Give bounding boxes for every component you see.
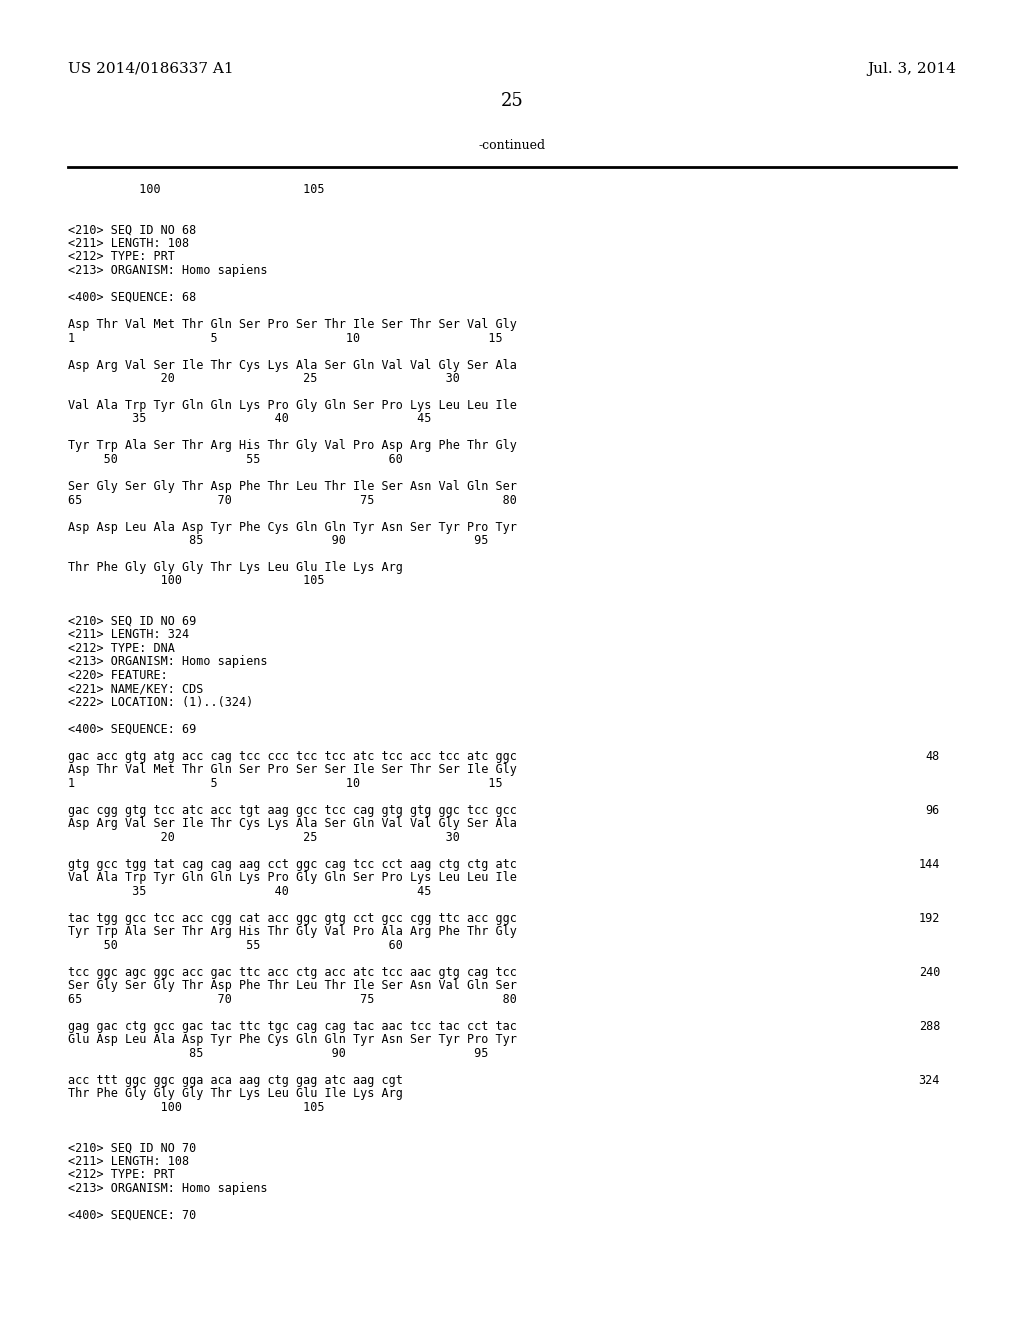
- Text: gtg gcc tgg tat cag cag aag cct ggc cag tcc cct aag ctg ctg atc: gtg gcc tgg tat cag cag aag cct ggc cag …: [68, 858, 517, 871]
- Text: 100                 105: 100 105: [68, 1101, 325, 1114]
- Text: 48: 48: [926, 750, 940, 763]
- Text: <212> TYPE: DNA: <212> TYPE: DNA: [68, 642, 175, 655]
- Text: <211> LENGTH: 108: <211> LENGTH: 108: [68, 238, 189, 249]
- Text: tcc ggc agc ggc acc gac ttc acc ctg acc atc tcc aac gtg cag tcc: tcc ggc agc ggc acc gac ttc acc ctg acc …: [68, 966, 517, 979]
- Text: Glu Asp Leu Ala Asp Tyr Phe Cys Gln Gln Tyr Asn Ser Tyr Pro Tyr: Glu Asp Leu Ala Asp Tyr Phe Cys Gln Gln …: [68, 1034, 517, 1047]
- Text: Asp Thr Val Met Thr Gln Ser Pro Ser Ser Ile Ser Thr Ser Ile Gly: Asp Thr Val Met Thr Gln Ser Pro Ser Ser …: [68, 763, 517, 776]
- Text: tac tgg gcc tcc acc cgg cat acc ggc gtg cct gcc cgg ttc acc ggc: tac tgg gcc tcc acc cgg cat acc ggc gtg …: [68, 912, 517, 925]
- Text: 50                  55                  60: 50 55 60: [68, 939, 402, 952]
- Text: <400> SEQUENCE: 69: <400> SEQUENCE: 69: [68, 723, 197, 737]
- Text: <400> SEQUENCE: 70: <400> SEQUENCE: 70: [68, 1209, 197, 1222]
- Text: gac cgg gtg tcc atc acc tgt aag gcc tcc cag gtg gtg ggc tcc gcc: gac cgg gtg tcc atc acc tgt aag gcc tcc …: [68, 804, 517, 817]
- Text: Val Ala Trp Tyr Gln Gln Lys Pro Gly Gln Ser Pro Lys Leu Leu Ile: Val Ala Trp Tyr Gln Gln Lys Pro Gly Gln …: [68, 399, 517, 412]
- Text: 35                  40                  45: 35 40 45: [68, 412, 431, 425]
- Text: gag gac ctg gcc gac tac ttc tgc cag cag tac aac tcc tac cct tac: gag gac ctg gcc gac tac ttc tgc cag cag …: [68, 1020, 517, 1034]
- Text: <213> ORGANISM: Homo sapiens: <213> ORGANISM: Homo sapiens: [68, 656, 267, 668]
- Text: Thr Phe Gly Gly Gly Thr Lys Leu Glu Ile Lys Arg: Thr Phe Gly Gly Gly Thr Lys Leu Glu Ile …: [68, 1088, 402, 1101]
- Text: <212> TYPE: PRT: <212> TYPE: PRT: [68, 1168, 175, 1181]
- Text: <213> ORGANISM: Homo sapiens: <213> ORGANISM: Homo sapiens: [68, 264, 267, 277]
- Text: 240: 240: [919, 966, 940, 979]
- Text: Asp Thr Val Met Thr Gln Ser Pro Ser Thr Ile Ser Thr Ser Val Gly: Asp Thr Val Met Thr Gln Ser Pro Ser Thr …: [68, 318, 517, 331]
- Text: 1                   5                  10                  15: 1 5 10 15: [68, 331, 503, 345]
- Text: 65                   70                  75                  80: 65 70 75 80: [68, 494, 517, 507]
- Text: 100                 105: 100 105: [68, 574, 325, 587]
- Text: <221> NAME/KEY: CDS: <221> NAME/KEY: CDS: [68, 682, 204, 696]
- Text: 25: 25: [501, 92, 523, 110]
- Text: gac acc gtg atg acc cag tcc ccc tcc tcc atc tcc acc tcc atc ggc: gac acc gtg atg acc cag tcc ccc tcc tcc …: [68, 750, 517, 763]
- Text: Ser Gly Ser Gly Thr Asp Phe Thr Leu Thr Ile Ser Asn Val Gln Ser: Ser Gly Ser Gly Thr Asp Phe Thr Leu Thr …: [68, 480, 517, 492]
- Text: 1                   5                  10                  15: 1 5 10 15: [68, 777, 503, 789]
- Text: <210> SEQ ID NO 70: <210> SEQ ID NO 70: [68, 1142, 197, 1155]
- Text: <220> FEATURE:: <220> FEATURE:: [68, 669, 168, 682]
- Text: Ser Gly Ser Gly Thr Asp Phe Thr Leu Thr Ile Ser Asn Val Gln Ser: Ser Gly Ser Gly Thr Asp Phe Thr Leu Thr …: [68, 979, 517, 993]
- Text: 100                    105: 100 105: [68, 183, 325, 195]
- Text: 20                  25                  30: 20 25 30: [68, 832, 460, 843]
- Text: <212> TYPE: PRT: <212> TYPE: PRT: [68, 251, 175, 264]
- Text: 85                  90                  95: 85 90 95: [68, 1047, 488, 1060]
- Text: 288: 288: [919, 1020, 940, 1034]
- Text: <213> ORGANISM: Homo sapiens: <213> ORGANISM: Homo sapiens: [68, 1181, 267, 1195]
- Text: 20                  25                  30: 20 25 30: [68, 372, 460, 385]
- Text: 65                   70                  75                  80: 65 70 75 80: [68, 993, 517, 1006]
- Text: 85                  90                  95: 85 90 95: [68, 535, 488, 546]
- Text: 96: 96: [926, 804, 940, 817]
- Text: <400> SEQUENCE: 68: <400> SEQUENCE: 68: [68, 290, 197, 304]
- Text: 50                  55                  60: 50 55 60: [68, 453, 402, 466]
- Text: <211> LENGTH: 108: <211> LENGTH: 108: [68, 1155, 189, 1168]
- Text: <222> LOCATION: (1)..(324): <222> LOCATION: (1)..(324): [68, 696, 253, 709]
- Text: Thr Phe Gly Gly Gly Thr Lys Leu Glu Ile Lys Arg: Thr Phe Gly Gly Gly Thr Lys Leu Glu Ile …: [68, 561, 402, 574]
- Text: acc ttt ggc ggc gga aca aag ctg gag atc aag cgt: acc ttt ggc ggc gga aca aag ctg gag atc …: [68, 1074, 402, 1086]
- Text: 35                  40                  45: 35 40 45: [68, 884, 431, 898]
- Text: Asp Asp Leu Ala Asp Tyr Phe Cys Gln Gln Tyr Asn Ser Tyr Pro Tyr: Asp Asp Leu Ala Asp Tyr Phe Cys Gln Gln …: [68, 520, 517, 533]
- Text: US 2014/0186337 A1: US 2014/0186337 A1: [68, 62, 233, 77]
- Text: Tyr Trp Ala Ser Thr Arg His Thr Gly Val Pro Asp Arg Phe Thr Gly: Tyr Trp Ala Ser Thr Arg His Thr Gly Val …: [68, 440, 517, 453]
- Text: 324: 324: [919, 1074, 940, 1086]
- Text: 144: 144: [919, 858, 940, 871]
- Text: -continued: -continued: [478, 139, 546, 152]
- Text: 192: 192: [919, 912, 940, 925]
- Text: Asp Arg Val Ser Ile Thr Cys Lys Ala Ser Gln Val Val Gly Ser Ala: Asp Arg Val Ser Ile Thr Cys Lys Ala Ser …: [68, 817, 517, 830]
- Text: Asp Arg Val Ser Ile Thr Cys Lys Ala Ser Gln Val Val Gly Ser Ala: Asp Arg Val Ser Ile Thr Cys Lys Ala Ser …: [68, 359, 517, 371]
- Text: <210> SEQ ID NO 69: <210> SEQ ID NO 69: [68, 615, 197, 628]
- Text: Jul. 3, 2014: Jul. 3, 2014: [867, 62, 956, 77]
- Text: Val Ala Trp Tyr Gln Gln Lys Pro Gly Gln Ser Pro Lys Leu Leu Ile: Val Ala Trp Tyr Gln Gln Lys Pro Gly Gln …: [68, 871, 517, 884]
- Text: <211> LENGTH: 324: <211> LENGTH: 324: [68, 628, 189, 642]
- Text: <210> SEQ ID NO 68: <210> SEQ ID NO 68: [68, 223, 197, 236]
- Text: Tyr Trp Ala Ser Thr Arg His Thr Gly Val Pro Ala Arg Phe Thr Gly: Tyr Trp Ala Ser Thr Arg His Thr Gly Val …: [68, 925, 517, 939]
